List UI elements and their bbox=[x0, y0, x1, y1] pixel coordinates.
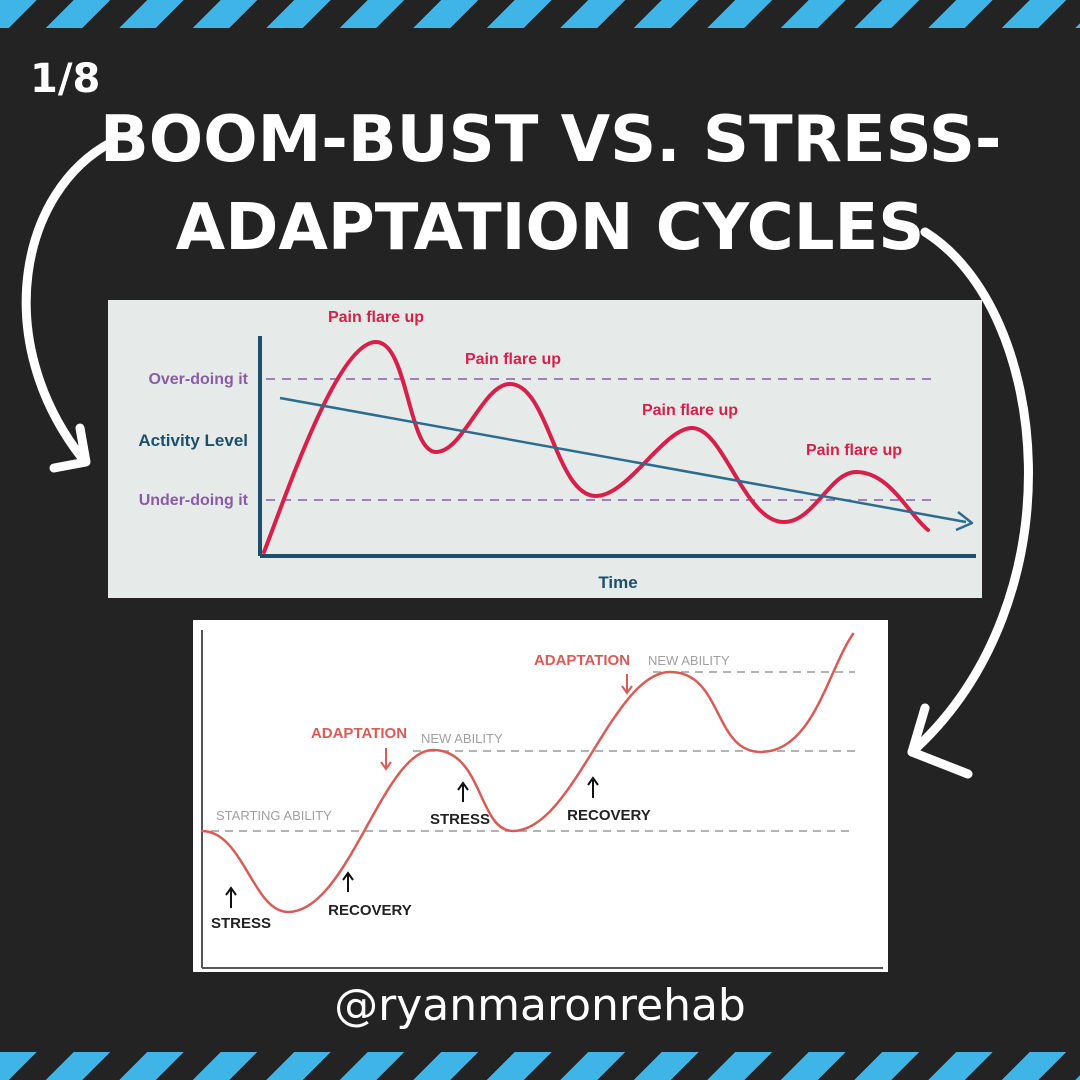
right-curved-arrow-icon bbox=[907, 227, 1033, 757]
stress-annotation-1: STRESS bbox=[211, 886, 271, 932]
top-stripe-border bbox=[0, 0, 1080, 28]
trend-arrowhead-icon bbox=[955, 511, 974, 532]
trend-line bbox=[279, 396, 967, 524]
stress-label-1: STRESS bbox=[211, 915, 271, 932]
pain-flare-label-2: Pain flare up bbox=[465, 351, 561, 368]
new-ability-label-2: NEW ABILITY bbox=[648, 653, 730, 668]
page-title: BOOM-BUST VS. STRESS- ADAPTATION CYCLES bbox=[100, 96, 1002, 272]
recovery-annotation-2: RECOVERY bbox=[567, 776, 651, 824]
under-doing-label: Under-doing it bbox=[139, 492, 249, 509]
starting-ability-label: STARTING ABILITY bbox=[216, 808, 332, 823]
recovery-label-2: RECOVERY bbox=[567, 807, 651, 824]
adaptation-annotation-2: ADAPTATION bbox=[534, 652, 633, 695]
left-arrowhead-icon bbox=[49, 423, 91, 473]
author-handle: @ryanmaronrehab bbox=[334, 980, 746, 1031]
right-arrowhead-icon bbox=[907, 703, 973, 779]
pain-flare-label-4: Pain flare up bbox=[806, 442, 902, 459]
activity-level-label: Activity Level bbox=[138, 431, 248, 450]
over-doing-label: Over-doing it bbox=[148, 371, 248, 388]
stress-label-2: STRESS bbox=[430, 811, 490, 828]
stress-annotation-2: STRESS bbox=[430, 781, 490, 828]
bottom-stripe-border bbox=[0, 1052, 1080, 1080]
slide-number: 1/8 bbox=[30, 56, 101, 102]
activity-curve bbox=[262, 339, 930, 554]
boom-bust-svg: Over-doing it Activity Level Under-doing… bbox=[138, 309, 976, 592]
stress-adaptation-chart: STARTING ABILITY NEW ABILITY NEW ABILITY… bbox=[193, 620, 888, 972]
adaptation-label-1: ADAPTATION bbox=[311, 725, 407, 742]
left-curved-arrow-icon bbox=[21, 137, 117, 463]
ability-curve bbox=[200, 632, 855, 914]
adaptation-label-2: ADAPTATION bbox=[534, 652, 630, 669]
boom-bust-chart: Over-doing it Activity Level Under-doing… bbox=[108, 300, 982, 598]
recovery-label-1: RECOVERY bbox=[328, 902, 412, 919]
new-ability-label-1: NEW ABILITY bbox=[421, 731, 503, 746]
recovery-annotation-1: RECOVERY bbox=[328, 871, 412, 919]
title-line-2: ADAPTATION CYCLES bbox=[175, 191, 925, 265]
time-label: Time bbox=[598, 573, 637, 592]
pain-flare-label-3: Pain flare up bbox=[642, 402, 738, 419]
pain-flare-label-1: Pain flare up bbox=[328, 309, 424, 326]
title-line-1: BOOM-BUST VS. STRESS- bbox=[100, 103, 1002, 177]
adaptation-annotation-1: ADAPTATION bbox=[311, 725, 407, 771]
stress-adaptation-svg: STARTING ABILITY NEW ABILITY NEW ABILITY… bbox=[200, 630, 883, 969]
